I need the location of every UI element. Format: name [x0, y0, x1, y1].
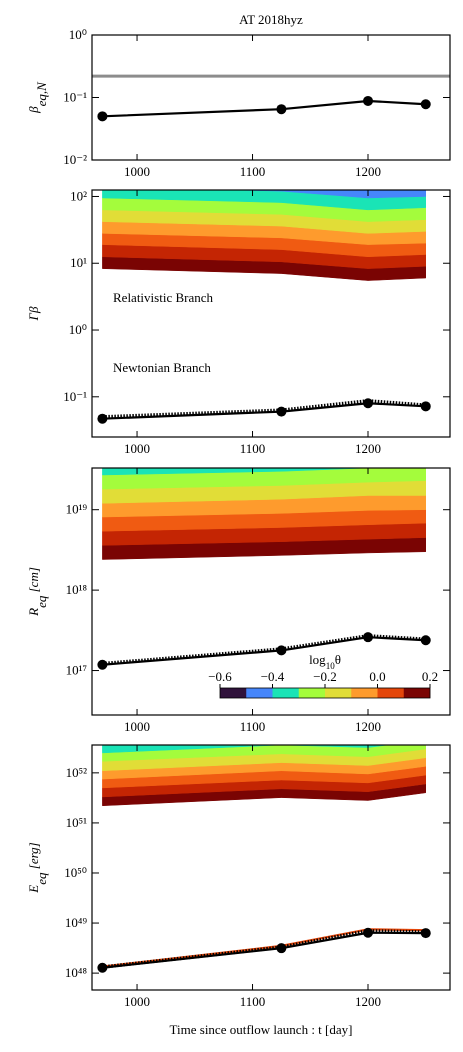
plot-area [97, 745, 431, 973]
y-tick-label: 10⁻¹ [63, 389, 87, 404]
colorbar-tick-label: 0.2 [422, 669, 438, 684]
y-axis-label-part: eq,N [34, 81, 49, 107]
axes-frame [91, 34, 451, 161]
y-axis-label-part: [erg] [26, 842, 41, 872]
data-point [97, 962, 108, 973]
chart-title: AT 2018hyz [239, 12, 303, 27]
data-point [97, 111, 108, 122]
series-line [102, 634, 426, 666]
y-axis-label-part: β [26, 106, 41, 114]
y-tick-label: 10² [70, 188, 87, 203]
y-tick-label: 10⁵¹ [66, 815, 88, 830]
y-tick-label: 10⁻¹ [63, 90, 87, 105]
colorbar-segment [325, 688, 352, 698]
x-axis-label: Time since outflow launch : t [day] [170, 1022, 353, 1037]
colorbar-tick-label: −0.4 [261, 669, 285, 684]
y-tick-label: 10⁵² [66, 765, 88, 780]
series-line [102, 402, 426, 420]
colorbar-tick-label: −0.6 [208, 669, 232, 684]
series-line [102, 931, 426, 969]
series-line [102, 99, 426, 118]
x-tick-label: 1200 [355, 994, 381, 1009]
y-tick-label: 10¹ [70, 255, 87, 270]
y-axis-label: Eeq [erg] [26, 842, 49, 893]
data-point [420, 401, 431, 412]
colorbar-segment [220, 688, 247, 698]
series-line [102, 636, 426, 666]
plot-area [97, 190, 431, 424]
x-tick-label: 1200 [355, 441, 381, 456]
y-axis-label-part: R [26, 608, 41, 617]
x-tick-label: 1100 [240, 441, 266, 456]
data-point [276, 406, 287, 417]
colorbar-segment [403, 688, 431, 698]
colorbar-segment [298, 688, 326, 698]
colorbar-label-part: 10 [326, 661, 336, 671]
colorbar-segment [377, 688, 405, 698]
colorbar-segment [272, 688, 300, 698]
y-tick-label: 10¹⁸ [66, 582, 88, 597]
x-tick-label: 1100 [240, 719, 266, 734]
contour-band [223, 190, 426, 199]
y-tick-label: 10¹⁹ [66, 502, 88, 517]
data-point [420, 928, 431, 939]
data-point [363, 927, 374, 938]
colorbar-label-part: θ [335, 652, 341, 667]
x-tick-label: 1000 [124, 164, 150, 179]
y-tick-label: 10⁰ [69, 322, 87, 337]
y-axis-label: Γβ [26, 306, 41, 321]
y-axis-label: βeq,N [26, 81, 49, 114]
data-point [420, 99, 431, 110]
x-tick-label: 1200 [355, 164, 381, 179]
y-axis-label-part: eq [34, 595, 49, 608]
colorbar-tick-label: −0.2 [313, 669, 337, 684]
data-point [276, 645, 287, 656]
y-axis-label-part: E [26, 885, 41, 894]
y-tick-label: 10⁵⁰ [64, 865, 87, 880]
y-tick-label: 10⁴⁸ [65, 965, 88, 980]
data-point [363, 95, 374, 106]
contour-band [102, 468, 382, 476]
plot-area [92, 74, 450, 122]
y-tick-label: 10⁴⁹ [65, 915, 88, 930]
colorbar-label: log10θ [309, 652, 341, 671]
y-tick-label: 10⁰ [69, 27, 87, 42]
data-point [276, 104, 287, 115]
y-axis-label-part: [cm] [26, 567, 41, 596]
annotation: Relativistic Branch [113, 290, 214, 305]
x-tick-label: 1100 [240, 994, 266, 1009]
data-point [363, 632, 374, 643]
axes-frame [91, 744, 451, 991]
y-tick-label: 10⁻² [63, 152, 87, 167]
x-tick-label: 1200 [355, 719, 381, 734]
axes-frame [91, 189, 451, 438]
x-tick-label: 1000 [124, 441, 150, 456]
y-axis-label-part: eq [34, 872, 49, 885]
colorbar-segment [351, 688, 378, 698]
data-point [420, 635, 431, 646]
contour-band [102, 745, 390, 754]
colorbar-segment [246, 688, 273, 698]
x-tick-label: 1000 [124, 719, 150, 734]
series-line [102, 399, 426, 419]
y-tick-label: 10¹⁷ [66, 663, 87, 678]
x-tick-label: 1100 [240, 164, 266, 179]
data-point [276, 943, 287, 954]
annotation: Newtonian Branch [113, 360, 211, 375]
data-point [97, 659, 108, 670]
data-point [97, 413, 108, 424]
x-tick-label: 1000 [124, 994, 150, 1009]
colorbar-tick-label: 0.0 [369, 669, 385, 684]
data-point [363, 398, 374, 409]
y-axis-label: Req [cm] [26, 567, 49, 617]
plot-area [97, 468, 431, 670]
y-axis-label-part: Γβ [26, 306, 41, 321]
axes-frame [91, 467, 451, 716]
colorbar-label-part: log [309, 652, 326, 667]
